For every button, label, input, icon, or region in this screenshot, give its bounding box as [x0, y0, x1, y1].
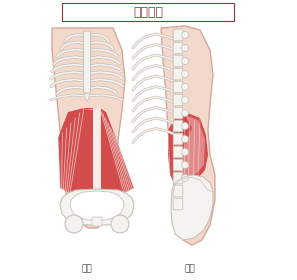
FancyBboxPatch shape	[173, 198, 183, 210]
Circle shape	[181, 71, 189, 78]
Polygon shape	[161, 26, 215, 245]
Polygon shape	[172, 175, 213, 192]
Circle shape	[181, 162, 189, 169]
FancyBboxPatch shape	[173, 107, 183, 119]
Polygon shape	[180, 115, 205, 178]
Circle shape	[181, 45, 189, 52]
Circle shape	[181, 109, 189, 116]
FancyBboxPatch shape	[173, 94, 183, 106]
Circle shape	[111, 215, 129, 233]
Circle shape	[181, 97, 189, 104]
FancyBboxPatch shape	[173, 29, 183, 41]
Circle shape	[181, 136, 189, 143]
Circle shape	[181, 32, 189, 39]
Polygon shape	[171, 175, 213, 240]
Text: 前面: 前面	[82, 264, 92, 273]
Polygon shape	[84, 94, 90, 102]
FancyBboxPatch shape	[173, 172, 183, 184]
Text: 側面: 側面	[185, 264, 195, 273]
Polygon shape	[52, 28, 125, 228]
Polygon shape	[168, 112, 208, 185]
Polygon shape	[84, 108, 101, 190]
Circle shape	[181, 148, 189, 155]
Circle shape	[181, 83, 189, 90]
FancyBboxPatch shape	[173, 159, 183, 171]
Polygon shape	[70, 191, 124, 220]
FancyBboxPatch shape	[62, 3, 234, 21]
FancyBboxPatch shape	[173, 42, 183, 54]
FancyBboxPatch shape	[83, 31, 91, 93]
FancyBboxPatch shape	[173, 133, 183, 145]
FancyBboxPatch shape	[173, 68, 183, 80]
Circle shape	[181, 174, 189, 181]
FancyBboxPatch shape	[173, 146, 183, 158]
FancyBboxPatch shape	[173, 185, 183, 197]
FancyBboxPatch shape	[173, 55, 183, 67]
Text: 内腹斜筋: 内腹斜筋	[133, 6, 163, 18]
Polygon shape	[100, 108, 134, 193]
FancyBboxPatch shape	[92, 217, 102, 226]
Circle shape	[181, 123, 189, 130]
Polygon shape	[58, 108, 93, 193]
Circle shape	[65, 215, 83, 233]
Circle shape	[181, 57, 189, 64]
FancyBboxPatch shape	[173, 120, 183, 132]
Polygon shape	[60, 189, 134, 225]
FancyBboxPatch shape	[173, 81, 183, 93]
